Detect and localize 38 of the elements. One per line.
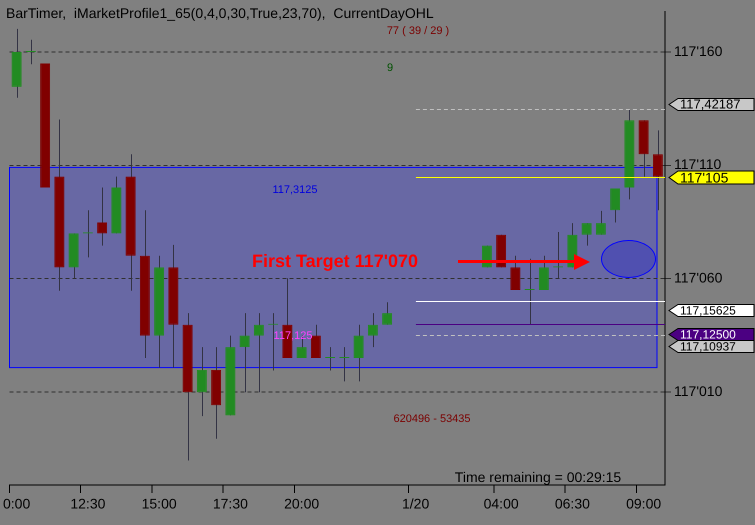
- candlestick: [510, 255, 520, 291]
- chart-title: BarTimer, iMarketProfile1_65(0,4,0,30,True,23,70), CurrentDayOHL: [6, 4, 434, 21]
- annotation: First Target 117'070: [252, 250, 418, 271]
- x-tick-label: 04:00: [484, 495, 519, 512]
- candlestick: [97, 187, 108, 246]
- candlestick: [339, 346, 350, 382]
- text: 117,42187: [680, 96, 740, 112]
- candlestick: [26, 39, 36, 65]
- y-tick-label: 117'060: [674, 270, 723, 286]
- candlestick: [524, 258, 535, 326]
- candlestick: [310, 324, 321, 359]
- candlestick: [240, 312, 250, 393]
- annotation: 620496 - 53435: [393, 413, 471, 426]
- candlestick: [652, 130, 663, 211]
- x-tick-label: 09:00: [626, 495, 662, 512]
- x-tick-label: 12:30: [70, 495, 106, 512]
- text: 117,15625: [680, 303, 736, 318]
- y-tick-label: 117'010: [674, 382, 723, 399]
- x-tick-label: 15:00: [142, 495, 177, 512]
- candlestick: [325, 346, 336, 372]
- candlestick: [354, 324, 364, 382]
- text: 117,10937: [680, 339, 736, 354]
- candlestick: [254, 312, 264, 393]
- candlestick: [610, 188, 620, 223]
- annotation: Time remaining = 00:29:15: [454, 468, 622, 485]
- x-tick-label: 06:30: [554, 495, 590, 512]
- text: 117,12500: [680, 327, 736, 342]
- x-tick-label: 17:30: [212, 495, 248, 512]
- y-tick-label: 117'160: [674, 42, 723, 59]
- candlestick: [196, 346, 207, 417]
- annotation: 77 ( 39 / 29 ): [386, 25, 450, 38]
- candlestick: [538, 255, 549, 291]
- annotation: 117,3125: [272, 184, 318, 196]
- annotation: 9: [386, 62, 394, 74]
- x-tick-label: 1/20: [402, 495, 430, 512]
- x-tick-label: 20:00: [284, 495, 320, 512]
- x-tick-label: 0:00: [3, 495, 30, 512]
- candlestick: [368, 312, 378, 348]
